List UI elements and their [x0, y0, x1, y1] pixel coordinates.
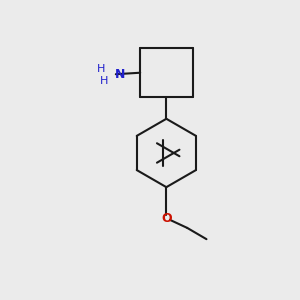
Text: H: H	[100, 76, 108, 86]
Text: H: H	[97, 64, 105, 74]
Text: N: N	[115, 68, 125, 81]
Text: O: O	[161, 212, 172, 225]
